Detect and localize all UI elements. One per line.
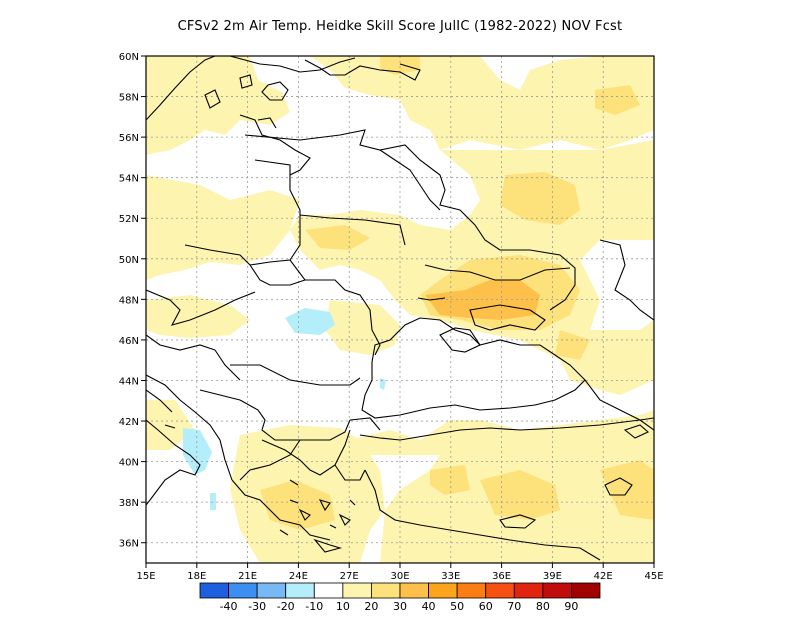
latitude-labels: 60N 58N 56N 54N 52N 50N 48N 46N 44N 42N 40N 38N 36N xyxy=(119,52,139,550)
lat-tick-label: 50N xyxy=(119,255,139,266)
tick-marks xyxy=(141,55,655,568)
lon-tick-label: 33E xyxy=(441,571,460,582)
lon-tick-label: 42E xyxy=(594,571,613,582)
colorbar-label: -40 xyxy=(220,600,238,613)
gulf-of-riga xyxy=(261,81,289,101)
map-title: CFSv2 2m Air Temp. Heidke Skill Score Ju… xyxy=(177,19,623,34)
lat-tick-label: 58N xyxy=(119,93,139,104)
shade-region xyxy=(600,460,654,520)
italy-coast xyxy=(146,419,201,506)
baltic-coast xyxy=(146,56,421,176)
river-dnieper xyxy=(379,149,571,301)
shade-region xyxy=(285,308,335,335)
lon-tick-label: 36E xyxy=(492,571,511,582)
lat-tick-label: 46N xyxy=(119,336,139,347)
sea-of-azov xyxy=(469,304,546,331)
lon-tick-label: 24E xyxy=(289,571,308,582)
colorbar-swatch xyxy=(399,582,429,599)
lon-tick-label: 18E xyxy=(187,571,206,582)
colorbar-swatch xyxy=(228,582,258,599)
shade-region xyxy=(380,56,420,75)
colorbar-swatch xyxy=(485,582,515,599)
caspian-coast xyxy=(599,239,654,321)
lat-tick-label: 48N xyxy=(119,295,139,306)
colorbar-swatch xyxy=(285,582,315,599)
colorbar-label: 80 xyxy=(536,600,550,613)
shade-region xyxy=(380,378,386,390)
lat-tick-label: 52N xyxy=(119,214,139,225)
colorbar-label: 20 xyxy=(364,600,378,613)
shade-region xyxy=(210,493,216,510)
longitude-labels: 15E 18E 21E 24E 27E 30E 33E 36E 39E 42E 45E xyxy=(136,571,663,582)
coastlines-and-borders xyxy=(146,56,654,561)
shade-region xyxy=(146,400,195,450)
shade-region xyxy=(146,56,290,155)
shade-region xyxy=(310,56,654,150)
lon-tick-label: 21E xyxy=(238,571,257,582)
colorbar-swatch xyxy=(542,582,572,599)
colorbar-label: 10 xyxy=(336,600,350,613)
colorbar-labels: -40 -30 -20 -10 10 20 30 40 50 60 70 80 90 xyxy=(220,600,579,613)
border-line xyxy=(146,129,654,481)
lon-tick-label: 39E xyxy=(543,571,562,582)
colorbar-swatch xyxy=(199,582,229,599)
lat-tick-label: 42N xyxy=(119,417,139,428)
colorbar xyxy=(199,582,601,599)
turkey-coast xyxy=(359,417,654,561)
colorbar-label: -30 xyxy=(248,600,266,613)
shade-region xyxy=(555,330,590,360)
shade-region xyxy=(430,465,470,495)
shade-region xyxy=(595,85,640,115)
colorbar-label: -10 xyxy=(305,600,323,613)
shade-region xyxy=(183,428,212,475)
greek-islands xyxy=(279,479,356,553)
colorbar-label: 40 xyxy=(422,600,436,613)
shade-region xyxy=(480,470,560,520)
colorbar-label: -20 xyxy=(277,600,295,613)
lat-tick-label: 56N xyxy=(119,133,139,144)
ladoga-lake xyxy=(204,74,253,109)
colorbar-swatch xyxy=(513,582,544,599)
lake-sevan xyxy=(623,424,650,439)
lon-tick-label: 30E xyxy=(390,571,409,582)
adriatic-coast xyxy=(146,374,233,481)
lon-tick-label: 15E xyxy=(136,571,155,582)
shade-region xyxy=(425,280,540,320)
colorbar-swatch xyxy=(313,582,344,599)
lon-tick-label: 27E xyxy=(340,571,359,582)
colorbar-label: 50 xyxy=(450,600,464,613)
skill-score-shading xyxy=(146,56,654,563)
colorbar-swatch xyxy=(371,582,401,599)
lat-tick-label: 36N xyxy=(119,539,139,550)
lat-tick-label: 38N xyxy=(119,498,139,509)
shade-region xyxy=(325,300,400,355)
colorbar-swatch xyxy=(428,582,458,599)
colorbar-label: 90 xyxy=(564,600,578,613)
lon-tick-label: 45E xyxy=(644,571,663,582)
shade-region xyxy=(305,225,370,250)
lat-tick-label: 60N xyxy=(119,52,139,63)
aegean-coast xyxy=(231,429,366,541)
colorbar-swatch xyxy=(342,582,372,599)
shade-region xyxy=(146,175,300,280)
lat-tick-label: 44N xyxy=(119,376,139,387)
lake-van xyxy=(604,477,633,496)
lat-tick-label: 40N xyxy=(119,458,139,469)
colorbar-swatch xyxy=(456,582,487,599)
colorbar-label: 60 xyxy=(479,600,493,613)
black-sea-coast xyxy=(361,317,586,419)
cyprus xyxy=(499,514,537,529)
colorbar-label: 70 xyxy=(507,600,521,613)
shade-region xyxy=(260,480,335,530)
colorbar-swatch xyxy=(256,582,287,599)
finland-coast xyxy=(229,56,356,73)
crimea xyxy=(439,327,481,353)
colorbar-label: 30 xyxy=(393,600,407,613)
shade-region xyxy=(500,172,580,225)
colorbar-swatch xyxy=(571,582,601,599)
lat-tick-label: 54N xyxy=(119,174,139,185)
